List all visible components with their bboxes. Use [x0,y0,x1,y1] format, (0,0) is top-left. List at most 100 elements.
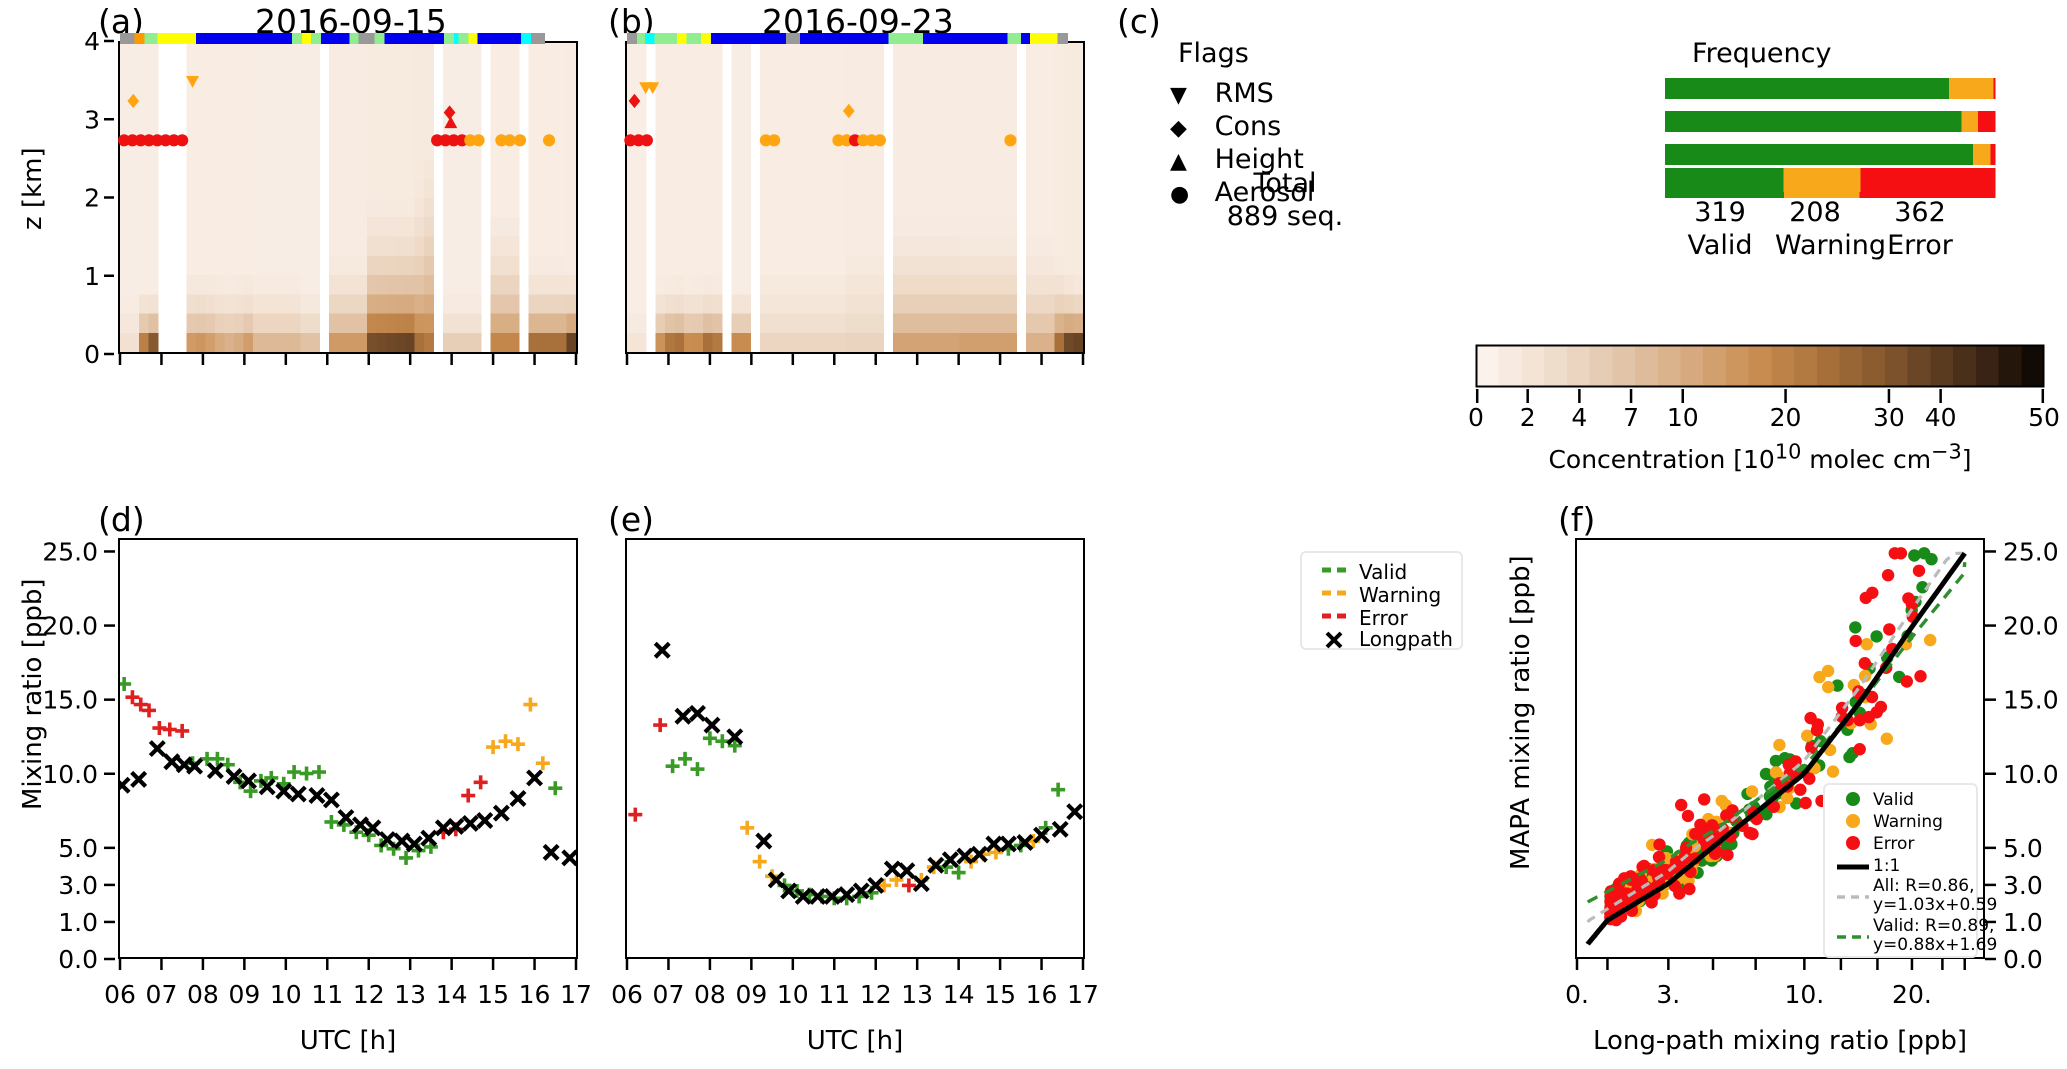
svg-text:15.0: 15.0 [2003,686,2059,715]
f-legend-label-error: Error [1873,834,1915,854]
legend-label-warning: Warning [1359,583,1442,607]
legend-label-error: Error [1359,606,1408,630]
xtick-13: 13 [901,980,934,1009]
flag-label-height: Height [1214,144,1304,175]
panel-f-scatter [1577,540,1983,957]
panel-a-yticks: 0 1 2 3 4 [70,27,114,369]
panel-d-axes [118,538,578,959]
colorbar-tick-4: 4 [1571,403,1588,432]
xtick-07: 07 [652,980,685,1009]
xtick-16: 16 [518,980,551,1009]
panel-a-xticks [118,354,580,368]
panel-b-xticks [625,354,1087,368]
flag-row-height: ▲ Height [1170,144,1304,175]
panel-b-flag-markers [624,43,1083,352]
xtick-06: 06 [104,980,136,1009]
xtick-14: 14 [942,980,975,1009]
xtick-14: 14 [435,980,468,1009]
xtick-11: 11 [818,980,851,1009]
count-warning: 208 [1789,197,1841,228]
svg-text:1: 1 [84,262,100,291]
svg-text:3.0: 3.0 [58,871,98,900]
colorbar-label: Concentration [1010 molec cm−3] [1476,440,2044,474]
legend-label-longpath: Longpath [1359,627,1453,651]
panel-c-flag-list: ▼ RMS ◆ Cons ▲ Height ● Aerosol [1170,78,1470,208]
panel-d-yticks: 0.0 1.0 3.0 5.0 10.0 15.0 20.0 25.0 [42,537,115,974]
svg-text:10.0: 10.0 [2003,760,2059,789]
panel-e-plot [627,540,1083,957]
panel-a-qualitybar [120,33,576,44]
svg-text:20.0: 20.0 [2003,612,2059,641]
colorbar-tick-10: 10 [1666,403,1699,432]
colorbar-tick-0: 0 [1468,403,1484,432]
xtick-08: 08 [187,980,219,1009]
colorbar-ticklabels: 0 2 4 7 10 20 30 40 50 [1468,403,2060,435]
f-legend-label-warning: Warning [1873,812,1943,832]
count-error: 362 [1894,197,1946,228]
count-label-valid: Valid [1687,230,1753,261]
svg-text:0.0: 0.0 [58,945,98,974]
svg-text:25.0: 25.0 [2003,537,2059,566]
diamond-icon: ◆ [1170,116,1187,141]
f-xtick-10.: 10. [1784,980,1825,1009]
panel-d-xticks [118,959,580,973]
svg-text:5.0: 5.0 [2003,834,2043,863]
colorbar-tick-7: 7 [1623,403,1640,432]
colorbar-tick-50: 50 [2028,403,2060,432]
xtick-15: 15 [984,980,1016,1009]
colorbar-ticks [1475,389,2045,437]
svg-text:4: 4 [84,27,100,56]
panel-f-xticks [1575,959,1987,973]
colorbar-tick-40: 40 [1924,403,1957,432]
circle-icon: ● [1170,182,1190,207]
xtick-15: 15 [477,980,509,1009]
count-label-warning: Warning [1775,230,1887,261]
triangle-down-icon: ▼ [1170,83,1187,108]
panel-b-heatmap [627,43,1083,352]
panel-a-ylabel: z [km] [18,147,48,230]
f-xtick-20.: 20. [1892,980,1932,1009]
svg-text:10.0: 10.0 [42,760,98,789]
f-legend-label-oneone: 1:1 [1873,856,1901,876]
legend-label-valid: Valid [1359,560,1408,584]
panel-c-total-seq: 889 seq. [1226,201,1344,232]
panel-f-xlabel: Long-path mixing ratio [ppb] [1592,1026,1968,1056]
count-valid: 319 [1694,197,1746,228]
colorbar-label-text: Concentration [1010 molec cm−3] [1548,440,1972,475]
panel-e-xticks [625,959,1087,973]
colorbar-tick-20: 20 [1769,403,1802,432]
colorbar-tick-30: 30 [1873,403,1905,432]
xtick-11: 11 [311,980,344,1009]
xtick-09: 09 [735,980,768,1009]
xtick-09: 09 [228,980,261,1009]
panel-d-plot [120,540,576,957]
flag-row-cons: ◆ Cons [1170,111,1281,142]
f-legend-label-valid-fit: Valid: R=0.89, y=0.88x+1.69 [1873,916,1998,956]
f-xtick-3.: 3. [1656,980,1681,1009]
xtick-17: 17 [1067,980,1099,1009]
panel-a-flag-markers [118,43,576,352]
panel-e-label: (e) [608,500,655,539]
f-legend-label-valid: Valid [1873,790,1914,810]
colorbar-tick-2: 2 [1519,403,1536,432]
colorbar [1475,344,2045,389]
flag-row-aerosol: ● Aerosol [1170,177,1314,208]
svg-text:3.0: 3.0 [2003,871,2043,900]
svg-text:25.0: 25.0 [42,537,98,566]
panel-c-total-bar [1665,168,1996,194]
xtick-16: 16 [1025,980,1058,1009]
panel-f-yticks: 0.0 1.0 3.0 5.0 10.0 15.0 20.0 25.0 [1985,537,2067,974]
xtick-13: 13 [394,980,427,1009]
xtick-17: 17 [560,980,592,1009]
panel-b-qualitybar [627,33,1083,44]
xtick-10: 10 [776,980,809,1009]
panel-d-label: (d) [98,500,145,539]
svg-text:5.0: 5.0 [58,834,98,863]
f-legend-label-all-fit: All: R=0.86, y=1.03x+0.59 [1873,876,1998,916]
count-label-error: Error [1887,230,1953,261]
svg-text:20.0: 20.0 [42,612,98,641]
panel-f-legend: Valid Warning Error 1:1 All: R=0.86, y=1.… [1823,783,1997,958]
panel-c-label: (c) [1117,2,1161,41]
panel-e-legend: Valid Warning Error Longpath [1300,551,1463,651]
panel-f-ylabel: MAPA mixing ratio [ppb] [1506,555,1536,870]
